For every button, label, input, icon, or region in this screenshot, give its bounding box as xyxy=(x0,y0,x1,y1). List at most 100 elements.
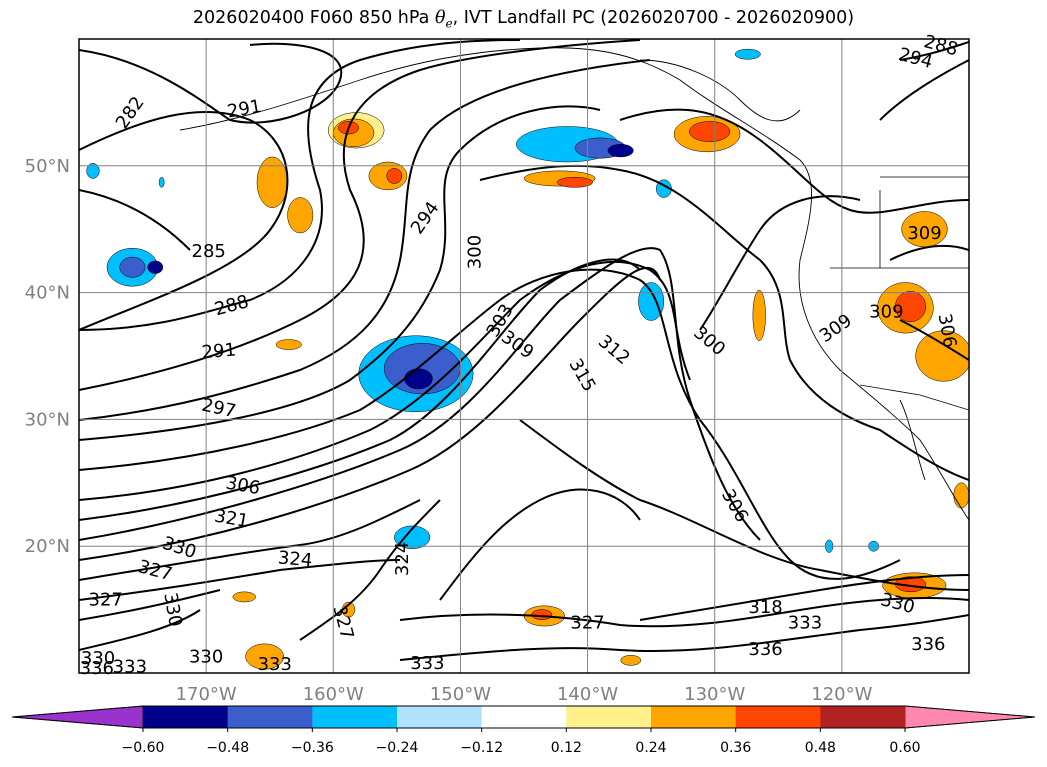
contour-label: 336 xyxy=(911,634,945,655)
ivt-fill-region xyxy=(607,143,634,158)
coastline xyxy=(639,59,801,122)
colorbar-segment xyxy=(227,706,313,728)
border-layer xyxy=(830,176,969,411)
x-tick-label: 140°W xyxy=(557,684,618,705)
ivt-fill-region xyxy=(275,339,302,350)
y-tick-label: 30°N xyxy=(25,409,70,430)
theta-e-contour xyxy=(639,574,969,621)
colorbar-tick-label: 0.48 xyxy=(805,740,836,756)
theta-e-contour xyxy=(619,108,969,214)
ivt-fill-region xyxy=(953,482,969,509)
colorbar-segment xyxy=(481,706,567,728)
coastline xyxy=(179,47,969,521)
theta-e-contour xyxy=(79,261,691,501)
colorbar-segment xyxy=(820,706,906,728)
x-tick-label: 130°W xyxy=(684,684,745,705)
y-tick-label: 40°N xyxy=(25,283,70,304)
coastline xyxy=(899,399,926,481)
contour-label: 327 xyxy=(570,612,604,633)
contour-label: 333 xyxy=(258,654,292,675)
colorbar-segment xyxy=(397,706,483,728)
ivt-fill-region xyxy=(915,330,969,382)
graticule-layer xyxy=(79,39,969,673)
theta-e-contour xyxy=(79,247,761,541)
colorbar-segment xyxy=(566,706,652,728)
title-theta-symbol: θ xyxy=(434,8,446,28)
contour-label: 336 xyxy=(80,658,114,679)
ivt-fill-region xyxy=(556,176,593,188)
colorbar-tick-label: −0.48 xyxy=(206,740,249,756)
contour-label: 324 xyxy=(277,547,313,571)
x-tick-labels: 170°W 160°W 150°W 140°W 130°W 120°W xyxy=(176,684,873,705)
contour-label: 333 xyxy=(410,653,444,674)
ivt-fill-region xyxy=(287,197,314,234)
ivt-fill-region xyxy=(232,591,256,603)
y-tick-labels: 50°N 40°N 30°N 20°N xyxy=(25,156,70,557)
colorbar-tick-label: 0.24 xyxy=(635,740,666,756)
ivt-fill-region xyxy=(895,291,927,323)
theta-e-contour xyxy=(899,319,969,361)
colorbar-tick-label: −0.60 xyxy=(122,740,165,756)
map-frame xyxy=(78,38,970,674)
theta-e-contour xyxy=(79,110,289,331)
y-tick-label: 20°N xyxy=(25,536,70,557)
colorbar-segment xyxy=(312,706,398,728)
ivt-fill-region xyxy=(86,163,100,179)
theta-e-contour xyxy=(699,195,861,331)
contour-label: 333 xyxy=(788,612,822,633)
theta-e-contour xyxy=(299,499,441,641)
theta-e-contour xyxy=(439,488,641,601)
ivt-fill-region xyxy=(394,525,431,549)
theta-e-contour xyxy=(79,499,421,581)
theta-e-contour xyxy=(79,59,651,421)
x-tick-label: 120°W xyxy=(811,684,872,705)
ivt-fill-region xyxy=(734,48,761,60)
theta-e-contour xyxy=(79,266,661,561)
country-border xyxy=(859,384,969,411)
contour-label: 309 xyxy=(869,302,903,323)
theta-e-contour xyxy=(519,419,969,591)
colorbar-tick-label: 0.60 xyxy=(889,740,920,756)
ivt-fill-region xyxy=(147,260,164,274)
contour-label: 318 xyxy=(748,597,782,618)
theta-e-contour xyxy=(399,597,969,628)
theta-e-contour xyxy=(79,268,901,580)
ivt-fill-region xyxy=(256,156,288,208)
theta-e-contour xyxy=(479,164,969,481)
contour-label: 333 xyxy=(113,657,147,678)
contour-label: 327 xyxy=(89,589,123,610)
theta-e-contour xyxy=(79,258,641,521)
colorbar-extend-min xyxy=(11,705,144,729)
ivt-fill-region xyxy=(404,368,433,390)
colorbar-segment xyxy=(651,706,737,728)
colorbar-tick-label: −0.12 xyxy=(460,740,503,756)
theta-e-contour xyxy=(79,559,401,601)
contour-label: 300 xyxy=(464,235,485,269)
colorbar-segment xyxy=(735,706,821,728)
ivt-fill-region xyxy=(245,643,284,670)
title-subscript: e xyxy=(445,16,453,31)
colorbar-extend-max xyxy=(904,705,1036,729)
theta-e-contour xyxy=(79,105,601,441)
theta-e-contour xyxy=(79,609,201,651)
contour-label: 309 xyxy=(907,223,941,244)
contour-label: 285 xyxy=(192,241,226,262)
theta-e-contour xyxy=(899,41,969,61)
ivt-fill-region xyxy=(752,289,766,342)
theta-e-contour xyxy=(79,189,191,251)
ivt-fill-region xyxy=(531,609,553,620)
x-tick-label: 150°W xyxy=(430,684,491,705)
contour-label: 291 xyxy=(201,339,237,363)
colorbar-tick-label: −0.24 xyxy=(376,740,419,756)
colorbar-tick-label: −0.36 xyxy=(291,740,334,756)
theta-e-contour xyxy=(889,244,969,261)
ivt-fill-region xyxy=(158,176,165,188)
theta-e-contour-layer xyxy=(79,39,969,661)
x-tick-label: 160°W xyxy=(303,684,364,705)
contour-label: 330 xyxy=(81,648,115,669)
coastline-layer xyxy=(179,47,969,521)
theta-e-contour xyxy=(79,39,641,391)
theta-e-contour xyxy=(79,42,343,124)
colorbar-tick-label: 0.36 xyxy=(720,740,751,756)
